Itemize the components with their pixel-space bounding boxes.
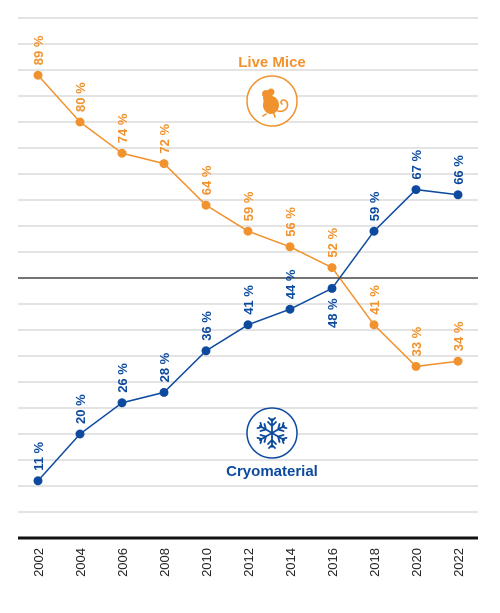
x-tick-label: 2010	[199, 548, 214, 577]
data-label: 59 %	[241, 191, 256, 221]
data-label: 52 %	[325, 228, 340, 258]
data-point	[159, 159, 169, 169]
data-label: 89 %	[31, 35, 46, 65]
data-point	[285, 242, 295, 252]
x-axis-tick-labels: 2002 2004 2006 2008 2010 2012 2014 2016 2018 2020…	[31, 548, 466, 577]
data-label: 28 %	[157, 352, 172, 382]
data-point	[327, 283, 337, 293]
x-tick-label: 2020	[409, 548, 424, 577]
data-label: 56 %	[283, 207, 298, 237]
snowflake-icon	[246, 407, 298, 459]
data-point	[243, 226, 253, 236]
data-label: 44 %	[283, 269, 298, 299]
series-label-live-mice: Live Mice	[238, 54, 306, 71]
data-point	[201, 200, 211, 210]
data-point	[75, 429, 85, 439]
data-label: 36 %	[199, 311, 214, 341]
data-label: 20 %	[73, 394, 88, 424]
data-label: 66 %	[451, 155, 466, 185]
series-lines	[33, 70, 463, 486]
data-point	[327, 263, 337, 273]
series-label-cryomaterial: Cryomaterial	[226, 463, 318, 480]
x-tick-label: 2004	[73, 548, 88, 577]
x-tick-label: 2016	[325, 548, 340, 577]
data-label: 11 %	[31, 441, 46, 470]
data-label: 34 %	[451, 321, 466, 351]
data-label: 72 %	[157, 124, 172, 154]
data-labels: 89 % 80 % 74 % 72 % 64 % 59 % 56 % 52 % 41 % 33 %…	[31, 35, 466, 471]
x-tick-label: 2006	[115, 548, 130, 577]
data-label: 64 %	[199, 165, 214, 195]
x-tick-label: 2018	[367, 548, 382, 577]
data-point	[243, 320, 253, 330]
data-point	[33, 476, 43, 486]
data-point	[201, 346, 211, 356]
data-point	[33, 70, 43, 80]
x-tick-label: 2014	[283, 548, 298, 577]
data-label: 80 %	[73, 82, 88, 112]
data-label: 26 %	[115, 363, 130, 393]
data-label: 41 %	[367, 285, 382, 315]
data-label: 67 %	[409, 150, 424, 180]
data-label: 48 %	[325, 298, 340, 328]
x-tick-label: 2022	[451, 548, 466, 577]
mouse-icon	[246, 75, 298, 127]
data-point	[117, 148, 127, 158]
data-point	[453, 190, 463, 200]
data-point	[453, 356, 463, 366]
x-tick-label: 2008	[157, 548, 172, 577]
data-point	[369, 226, 379, 236]
x-tick-label: 2012	[241, 548, 256, 577]
data-point	[117, 398, 127, 408]
data-label: 74 %	[115, 113, 130, 143]
data-point	[285, 304, 295, 314]
data-point	[159, 387, 169, 397]
data-point	[411, 185, 421, 195]
data-point	[75, 117, 85, 127]
data-label: 59 %	[367, 191, 382, 221]
data-point	[369, 320, 379, 330]
x-tick-label: 2002	[31, 548, 46, 577]
data-point	[411, 361, 421, 371]
data-label: 41 %	[241, 285, 256, 315]
data-label: 33 %	[409, 326, 424, 356]
